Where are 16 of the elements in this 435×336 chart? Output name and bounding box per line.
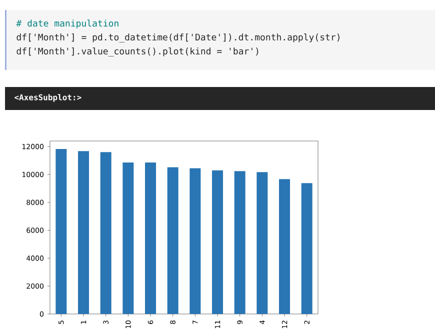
text: <AxesSubplot:> [14, 94, 82, 102]
bar [56, 148, 67, 314]
bar [279, 179, 290, 314]
bar [190, 168, 201, 314]
text: df['Month'].value_counts().plot(kind = 'bar') [16, 47, 258, 56]
bar [122, 162, 134, 314]
text: df['Month'] = pd.to_datetime(df['Date']).dt.month.apply(str) [16, 33, 340, 42]
bar [234, 171, 246, 314]
bar [145, 162, 156, 314]
bar [78, 151, 90, 314]
bar [256, 172, 268, 314]
text: # date manipulation [16, 20, 118, 28]
bar [301, 183, 312, 314]
bar [100, 152, 112, 314]
bar [212, 170, 224, 314]
bar [167, 167, 178, 314]
